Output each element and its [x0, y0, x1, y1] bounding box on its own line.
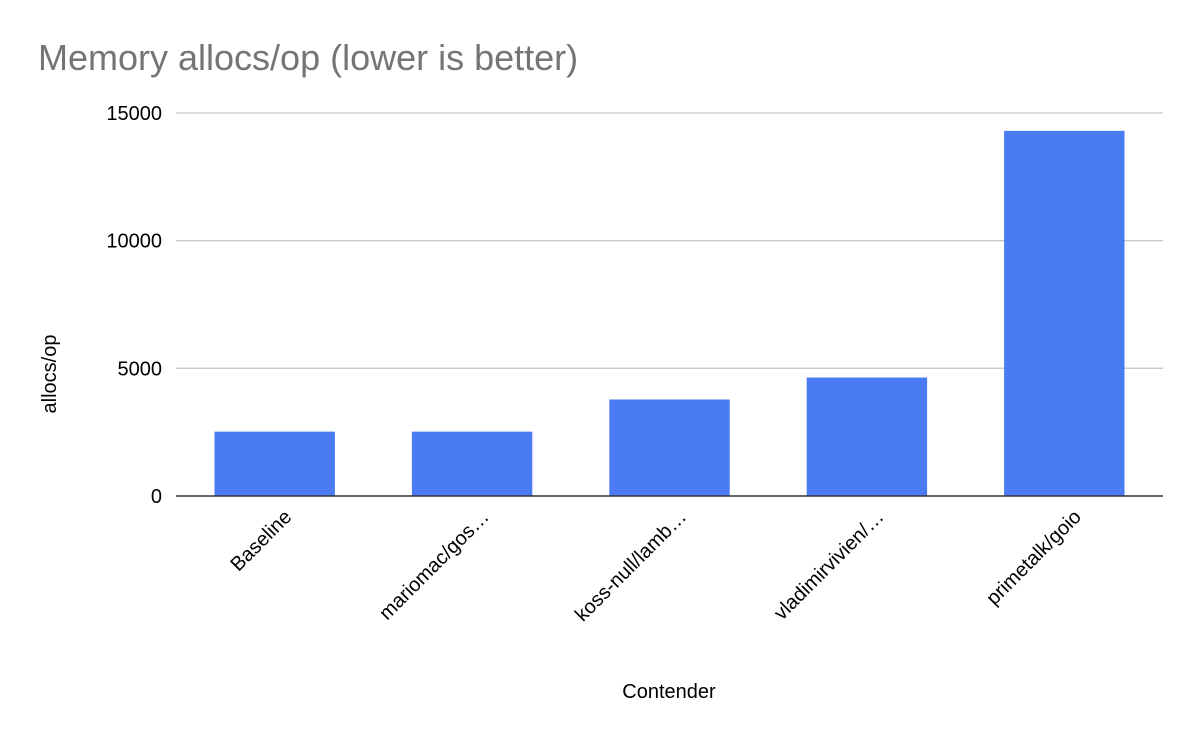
bar [609, 399, 730, 496]
bar [411, 431, 533, 496]
y-tick-label: 5000 [118, 358, 163, 380]
gridlines [176, 112, 1163, 369]
y-tick-label: 15000 [106, 103, 162, 125]
y-tick-label: 10000 [106, 231, 162, 253]
bar [214, 431, 335, 496]
bar [1004, 130, 1125, 496]
x-axis-title: Contender [622, 681, 716, 703]
bars [214, 130, 1125, 496]
bar [806, 377, 928, 496]
y-tick-label: 0 [151, 486, 162, 508]
x-axis-ticks: Baseline mariomac/gos… koss-null/lamb… vlad… [226, 506, 1085, 626]
y-axis-title: allocs/op [39, 335, 61, 414]
y-axis-ticks: 0 5000 10000 15000 [106, 103, 162, 508]
x-tick-label: primetalk/goio [982, 506, 1086, 610]
x-tick-label: mariomac/gos… [375, 506, 494, 625]
chart-title: Memory allocs/op (lower is better) [38, 37, 578, 78]
x-tick-label: Baseline [226, 506, 296, 576]
x-tick-label: koss-null/lamb… [571, 506, 691, 626]
x-tick-label: vladimirvivien/… [770, 506, 889, 625]
